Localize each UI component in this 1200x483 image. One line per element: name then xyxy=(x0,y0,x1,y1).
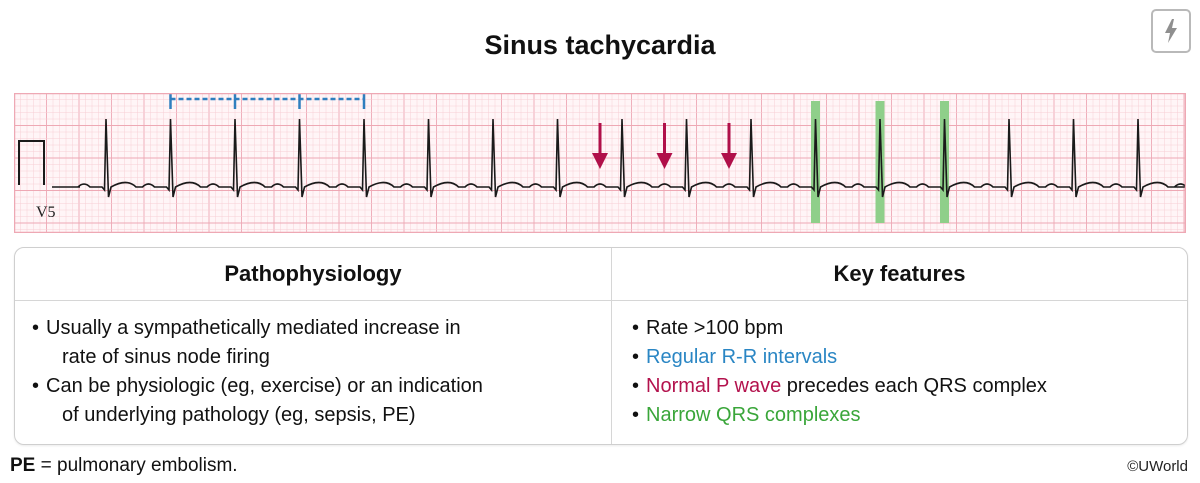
p-wave-arrow-icon xyxy=(721,123,737,169)
footnote: PE = pulmonary embolism. xyxy=(10,455,238,477)
p-wave-arrow-icon xyxy=(656,123,673,169)
p-wave-rest-text: precedes each QRS complex xyxy=(781,375,1047,397)
p-wave-text: Normal P wave xyxy=(646,375,782,397)
qrs-highlights xyxy=(811,101,949,223)
bullet-icon: • xyxy=(632,346,640,368)
lightning-icon[interactable] xyxy=(1150,8,1192,54)
pathophysiology-column: Pathophysiology • Usually a sympathetical… xyxy=(15,248,612,444)
key-features-header: Key features xyxy=(612,248,1187,301)
item-line: of underlying pathology (eg, sepsis, PE) xyxy=(62,404,416,426)
pathophysiology-header: Pathophysiology xyxy=(15,248,611,301)
footnote-abbr: PE xyxy=(10,455,36,476)
list-item: • Can be physiologic (eg, exercise) or an… xyxy=(15,372,611,430)
lead-label: V5 xyxy=(36,204,56,221)
calibration-pulse xyxy=(18,140,45,185)
list-item: • Narrow QRS complexes xyxy=(612,401,1187,430)
bullet-icon: • xyxy=(32,317,40,339)
info-table: Pathophysiology • Usually a sympathetical… xyxy=(14,247,1188,445)
item-line: Can be physiologic (eg, exercise) or an … xyxy=(46,375,483,397)
list-item: • Rate >100 bpm xyxy=(612,314,1187,343)
qrs-highlight-bar xyxy=(811,101,820,223)
p-wave-arrow-icon xyxy=(592,123,608,169)
bullet-icon: • xyxy=(632,317,640,339)
narrow-qrs-text: Narrow QRS complexes xyxy=(646,404,861,426)
footnote-text: = pulmonary embolism. xyxy=(35,455,238,476)
p-wave-arrows xyxy=(592,123,737,169)
list-item: • Usually a sympathetically mediated incr… xyxy=(15,314,611,372)
bullet-icon: • xyxy=(632,404,640,426)
ecg-strip: V5 xyxy=(14,93,1186,233)
item-line: rate of sinus node firing xyxy=(62,346,270,368)
bullet-icon: • xyxy=(632,375,640,397)
copyright: ©UWorld xyxy=(1127,458,1188,475)
list-item: • Normal P wave precedes each QRS complex xyxy=(612,372,1187,401)
item-line: Usually a sympathetically mediated incre… xyxy=(46,317,461,339)
rate-text: Rate >100 bpm xyxy=(646,317,784,339)
qrs-highlight-bar xyxy=(940,101,949,223)
rr-interval-marker xyxy=(169,93,366,109)
list-item: • Regular R-R intervals xyxy=(612,343,1187,372)
key-features-column: Key features • Rate >100 bpm • Regular R-R… xyxy=(612,248,1187,444)
bullet-icon: • xyxy=(32,375,40,397)
page-title: Sinus tachycardia xyxy=(484,30,716,60)
qrs-highlight-bar xyxy=(875,101,885,223)
rr-intervals-text: Regular R-R intervals xyxy=(646,346,838,368)
ecg-trace xyxy=(52,118,1186,198)
